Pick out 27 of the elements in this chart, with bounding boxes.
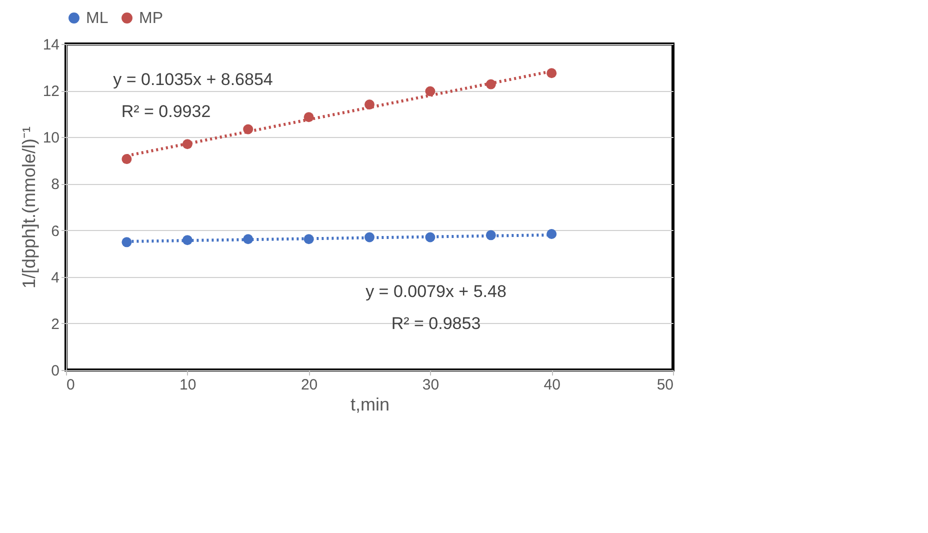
annotation: R² = 0.9932: [121, 102, 211, 121]
y-tick-label: 4: [51, 269, 60, 286]
x-tick-label: 20: [300, 376, 318, 394]
x-axis-title: t,min: [350, 394, 390, 414]
y-tick-label: 8: [51, 176, 60, 194]
x-tick-label: 10: [180, 376, 196, 394]
y-axis-title: 1/[dpph]t.(mmole/l)⁻¹: [18, 126, 39, 289]
y-tick-label: 12: [42, 83, 60, 100]
y-tick-label: 14: [42, 36, 60, 54]
x-tick-label: 0: [66, 376, 75, 394]
point: [425, 86, 436, 96]
legend-label: ML: [86, 10, 108, 27]
x-tick-label: 40: [544, 376, 560, 394]
x-tick-label: 30: [422, 376, 440, 394]
annotation: y = 0.1035x + 8.6854: [113, 70, 273, 89]
point: [546, 229, 557, 239]
point: [122, 237, 132, 248]
y-tick-label: 2: [51, 316, 60, 333]
annotation: y = 0.0079x + 5.48: [366, 282, 506, 301]
point: [122, 154, 132, 164]
x-tick-label: 50: [656, 376, 674, 394]
y-tick-label: 10: [42, 130, 60, 147]
y-tick-label: 6: [51, 222, 60, 240]
annotation: R² = 0.9853: [391, 314, 481, 333]
legend-label: MP: [139, 10, 163, 27]
point: [546, 68, 557, 78]
y-tick-label: 0: [51, 362, 60, 380]
